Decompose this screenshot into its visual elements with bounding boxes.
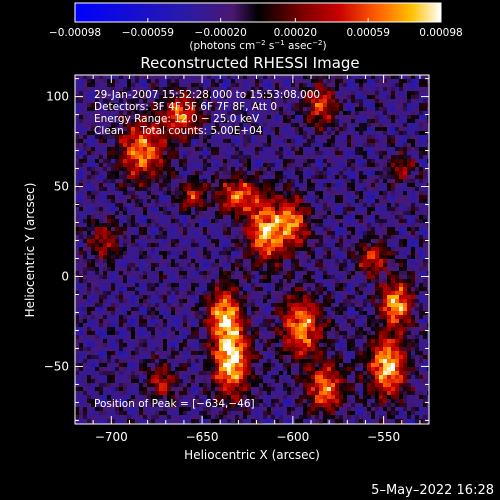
colorbar-ticks: −0.00098 −0.00059 −0.00020 0.00020 0.00059 0.… xyxy=(49,18,463,39)
colorbar-tick-label: −0.00098 xyxy=(49,27,101,39)
colorbar-tick-label: −0.00059 xyxy=(122,27,174,39)
chart-title: Reconstructed RHESSI Image xyxy=(140,54,359,72)
colorbar xyxy=(74,2,442,23)
y-tick-label: 100 xyxy=(46,90,69,104)
heatmap-image xyxy=(75,75,429,424)
colorbar-tick-label: −0.00020 xyxy=(195,27,247,39)
annotation-detectors: Detectors: 3F 4F 5F 6F 7F 8F, Att 0 xyxy=(94,101,277,113)
peak-position-label: Position of Peak = [−634,−46] xyxy=(94,398,255,410)
x-tick-label: −550 xyxy=(367,430,400,444)
x-tick-label: −700 xyxy=(95,430,128,444)
colorbar-units: (photons cm−2 s−1 asec−2) xyxy=(189,39,326,52)
annotations: 29-Jan-2007 15:52:28.000 to 15:53:08.000… xyxy=(94,89,320,410)
plot-frame xyxy=(74,74,430,425)
y-axis-label: Heliocentric Y (arcsec) xyxy=(23,183,37,318)
x-tick-label: −650 xyxy=(186,430,219,444)
colorbar-tick-label: 0.00059 xyxy=(346,27,389,39)
y-tick-label: 0 xyxy=(61,269,69,283)
y-tick-label: −50 xyxy=(44,359,69,373)
axes: −700 −650 −600 −550 −50 0 50 100 xyxy=(44,75,429,444)
colorbar-tick-label: 0.00098 xyxy=(419,27,462,39)
annotation-energy: Energy Range: 12.0 − 25.0 keV xyxy=(94,113,260,125)
y-tick-label: 50 xyxy=(54,180,69,194)
timestamp: 5–May–2022 16:28 xyxy=(371,483,494,498)
annotation-time: 29-Jan-2007 15:52:28.000 to 15:53:08.000 xyxy=(94,89,320,101)
x-tick-label: −600 xyxy=(276,430,309,444)
x-axis-label: Heliocentric X (arcsec) xyxy=(184,448,320,462)
colorbar-tick-label: 0.00020 xyxy=(274,27,317,39)
annotation-counts: Clean Total counts: 5.00E+04 xyxy=(94,125,263,137)
